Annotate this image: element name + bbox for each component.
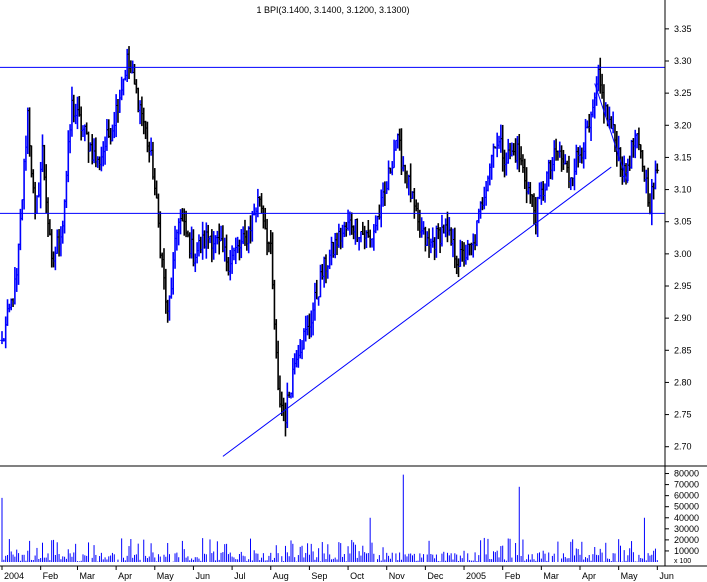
price-tick-label: 3.10 xyxy=(674,185,692,195)
volume-panel xyxy=(1,474,658,562)
price-tick-label: 3.00 xyxy=(674,249,692,259)
x-tick-label: Aug xyxy=(273,571,289,581)
price-panel xyxy=(0,46,665,457)
ohlc-bar xyxy=(655,163,660,174)
volume-tick-label: 60000 xyxy=(674,491,699,501)
x-tick-label: Sep xyxy=(311,571,327,581)
price-tick-label: 3.15 xyxy=(674,152,692,162)
price-tick-label: 2.75 xyxy=(674,410,692,420)
x-tick-label: Apr xyxy=(582,571,596,581)
volume-tick-label: 80000 xyxy=(674,469,699,479)
volume-axis: 8000070000600005000040000300002000010000… xyxy=(665,469,699,565)
price-tick-label: 2.90 xyxy=(674,313,692,323)
x-axis: 2004 Feb Mar Apr May Jun Jul Aug Sep Oct Nov Dec 200… xyxy=(0,565,707,581)
price-tick-label: 3.05 xyxy=(674,217,692,227)
x-tick-label: 2004 xyxy=(4,571,24,581)
price-axis: 3.35 3.30 3.25 3.20 3.15 3.10 3.05 3.00 2.95 2.90… xyxy=(0,0,707,566)
x-tick-label: Oct xyxy=(350,571,365,581)
price-tick-label: 3.30 xyxy=(674,56,692,66)
volume-tick-label: 40000 xyxy=(674,513,699,523)
volume-tick-label: 50000 xyxy=(674,502,699,512)
volume-tick-label: 10000 xyxy=(674,546,699,556)
volume-tick-label: 30000 xyxy=(674,524,699,534)
x-tick-label: May xyxy=(157,571,175,581)
chart-title: 1 BPI(3.1400, 3.1400, 3.1200, 3.1300) xyxy=(256,5,409,15)
x-tick-label: May xyxy=(621,571,639,581)
x-tick-label: Mar xyxy=(79,571,95,581)
x-tick-label: 2005 xyxy=(466,571,486,581)
ohlc-bar xyxy=(0,331,4,345)
trend-line xyxy=(594,83,629,184)
x-tick-label: Mar xyxy=(543,571,559,581)
price-tick-label: 3.35 xyxy=(674,24,692,34)
volume-tick-label: 20000 xyxy=(674,535,699,545)
volume-tick-label: 70000 xyxy=(674,480,699,490)
trend-line xyxy=(222,166,612,457)
price-tick-label: 2.80 xyxy=(674,377,692,387)
price-tick-label: 3.25 xyxy=(674,88,692,98)
price-tick-label: 2.70 xyxy=(674,442,692,452)
x-tick-label: Nov xyxy=(389,571,406,581)
volume-scale-label: x 100 xyxy=(674,558,691,565)
x-tick-label: Dec xyxy=(427,571,444,581)
x-tick-label: Feb xyxy=(43,571,59,581)
x-tick-label: Jul xyxy=(234,571,246,581)
price-tick-label: 2.95 xyxy=(674,281,692,291)
x-tick-label: Apr xyxy=(118,571,132,581)
x-tick-label: Jun xyxy=(659,571,674,581)
price-tick-label: 2.85 xyxy=(674,345,692,355)
x-tick-label: Jun xyxy=(195,571,210,581)
x-tick-label: Feb xyxy=(505,571,521,581)
price-tick-label: 3.20 xyxy=(674,120,692,130)
